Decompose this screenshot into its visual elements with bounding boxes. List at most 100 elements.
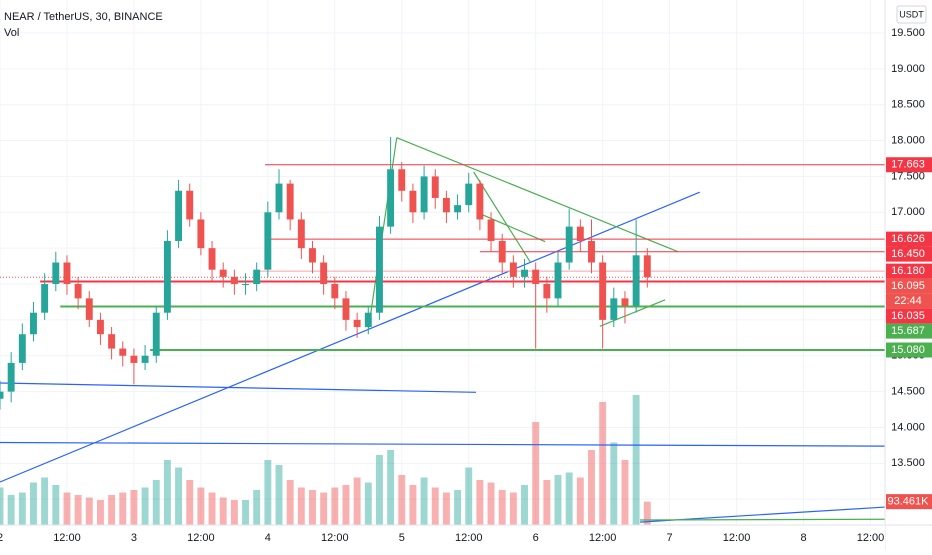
candle-body: [30, 312, 37, 335]
candle-body: [387, 169, 395, 227]
candle-body: [163, 240, 171, 313]
volume-bar: [309, 490, 316, 525]
price-label-bg: [886, 157, 932, 173]
candle-body: [420, 176, 428, 213]
x-tick-label: 12:00: [857, 532, 885, 544]
volume-bar: [286, 480, 294, 525]
y-tick-label: 18.000: [891, 134, 925, 146]
volume-bar: [108, 495, 116, 525]
trend-line: [396, 137, 679, 253]
currency-box[interactable]: [896, 5, 927, 24]
candle-body: [230, 276, 238, 285]
x-tick-label: 12:00: [321, 532, 349, 544]
x-tick-label: 12:00: [53, 532, 81, 544]
candle-body: [297, 219, 305, 249]
price-label-bg: [886, 231, 932, 247]
candle-body: [63, 262, 71, 285]
y-tick-label: 17.000: [891, 206, 925, 218]
y-tick-label: 19.000: [891, 63, 925, 75]
volume-bar: [375, 455, 383, 525]
candle-body: [588, 240, 595, 263]
candle-body: [85, 298, 93, 320]
trend-line: [0, 382, 476, 393]
candle-body: [442, 197, 450, 213]
x-tick-label: 3: [131, 532, 137, 544]
currency[interactable]: USDT: [899, 9, 924, 19]
candle-body: [108, 334, 116, 349]
volume-bar: [454, 490, 462, 525]
volume-bar: [476, 480, 484, 525]
x-tick-label: 4: [265, 532, 271, 544]
volume-bar: [487, 482, 495, 525]
volume-bar: [498, 490, 506, 525]
candle-body: [242, 284, 249, 286]
volume-bar: [599, 402, 607, 525]
volume-label-bg: [886, 494, 932, 510]
volume-bar: [41, 477, 49, 525]
y-tick-label: 13.500: [891, 457, 925, 469]
y-tick-label: 18.500: [891, 99, 925, 111]
candle-body: [309, 248, 316, 263]
y-tick-label: 17.500: [891, 170, 925, 182]
candle-body: [498, 240, 506, 263]
volume-bar: [7, 495, 15, 525]
volume-bar: [465, 467, 473, 525]
candle-body: [643, 255, 651, 278]
volume-bar: [197, 487, 205, 525]
candle-body: [331, 284, 339, 299]
volume-bar: [509, 492, 517, 525]
volume-bar: [588, 450, 595, 525]
volume-bar: [63, 492, 71, 525]
x-tick-label: 5: [399, 532, 405, 544]
volume-bar: [253, 490, 261, 525]
candle-body: [375, 226, 383, 313]
candle-body: [509, 262, 517, 277]
volume-bar: [130, 490, 138, 525]
candle-body: [119, 348, 127, 356]
volume-bar: [275, 465, 283, 525]
y-tick-label: 19.500: [891, 27, 925, 39]
volume-bar: [442, 492, 450, 525]
volume-label: 93.461K: [888, 496, 930, 508]
price-label: 16.035: [891, 310, 925, 322]
volume-bar: [297, 487, 305, 525]
candle-body: [353, 319, 361, 328]
candle-body: [320, 262, 328, 285]
candle-body: [621, 298, 629, 306]
indicator-name: Vol: [4, 27, 19, 39]
price-label-bg: [886, 308, 932, 324]
candle-body: [465, 183, 473, 206]
candle-body: [431, 176, 439, 198]
price-label-bg: [886, 293, 932, 309]
volume-bar: [353, 477, 361, 525]
candle-body: [52, 262, 60, 285]
volume-bar: [409, 485, 417, 525]
price-label: 15.687: [891, 325, 925, 337]
y-tick-label: 14.500: [891, 386, 925, 398]
price-label-bg: [886, 278, 932, 294]
volume-bar: [364, 482, 372, 525]
volume-bar: [420, 477, 428, 525]
volume-bar: [632, 395, 640, 525]
price-label: 16.450: [891, 248, 925, 260]
candle-body: [219, 269, 227, 277]
volume-bar: [387, 450, 395, 525]
price-label-bg: [886, 323, 932, 339]
candle-body: [96, 319, 104, 335]
volume-bar: [152, 480, 160, 525]
x-tick-label: 2: [0, 532, 3, 544]
volume-bar: [342, 485, 350, 525]
candle-body: [0, 391, 4, 399]
candle-body: [521, 269, 528, 277]
candle-body: [632, 255, 640, 306]
volume-bar: [320, 492, 328, 525]
candle-body: [599, 262, 607, 320]
volume-bar: [565, 472, 573, 525]
candle-body: [264, 212, 272, 270]
candle-body: [275, 183, 283, 213]
candle-body: [152, 312, 160, 356]
candle-body: [342, 298, 350, 320]
